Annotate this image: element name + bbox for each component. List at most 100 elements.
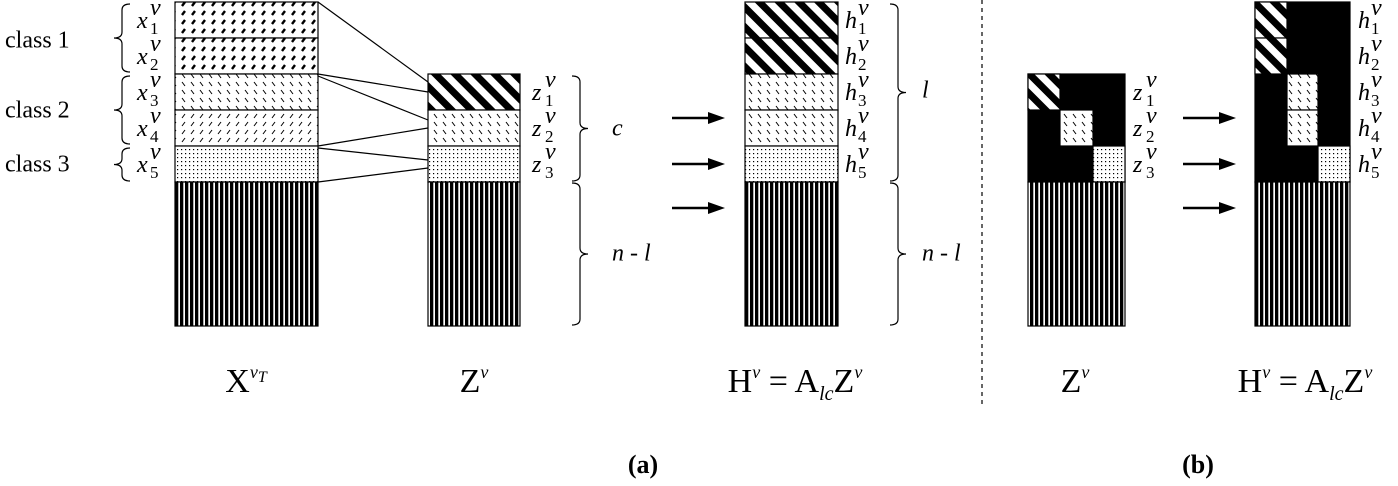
- caption-part: v: [752, 362, 760, 382]
- panel-label: (a): [628, 450, 658, 479]
- label-sub: 5: [1371, 163, 1380, 182]
- caption-part: v: [1262, 362, 1270, 382]
- brace: [113, 147, 131, 182]
- label-base: h: [1358, 116, 1370, 142]
- label-sub: 3: [1146, 163, 1155, 182]
- label-sub: 1: [545, 91, 554, 110]
- label-sup: v: [1146, 103, 1157, 129]
- caption: Hv = AlcZv: [728, 362, 863, 405]
- label-sup: v: [150, 103, 161, 129]
- label-sub: 2: [1146, 127, 1155, 146]
- label-sub: 1: [858, 19, 867, 38]
- label-base: z: [531, 80, 542, 106]
- label-base: h: [1358, 152, 1370, 178]
- label-base: z: [1132, 152, 1143, 178]
- label-sup: v: [858, 67, 869, 93]
- brace: [889, 182, 907, 326]
- label-sup: v: [1371, 139, 1382, 165]
- label-sub: 2: [858, 55, 867, 74]
- class-label: class 1: [5, 28, 70, 54]
- label-sup: v: [545, 67, 556, 93]
- caption-part: v: [480, 362, 488, 382]
- label-base: h: [845, 152, 857, 178]
- label-sup: v: [150, 67, 161, 93]
- label-sup: v: [1146, 139, 1157, 165]
- label-sub: 1: [150, 19, 159, 38]
- label-base: x: [136, 116, 148, 142]
- label-base: x: [136, 80, 148, 106]
- caption-part: Z: [1061, 363, 1082, 400]
- class-label: class 3: [5, 152, 70, 178]
- label-sup: v: [545, 139, 556, 165]
- label-sub: 4: [150, 127, 159, 146]
- panel-label: (b): [1182, 450, 1214, 479]
- label-sub: 2: [150, 55, 159, 74]
- label-base: h: [1358, 80, 1370, 106]
- label-sub: 3: [150, 91, 159, 110]
- caption: Zv: [460, 362, 489, 400]
- label-sup: v: [150, 0, 161, 21]
- label-sup: v: [150, 139, 161, 165]
- label-sup: v: [858, 139, 869, 165]
- label-sub: 3: [1371, 91, 1380, 110]
- label-sup: v: [1371, 103, 1382, 129]
- brace: [113, 75, 131, 145]
- caption-part: v: [1081, 362, 1089, 382]
- label-sup: v: [1371, 67, 1382, 93]
- label-sup: v: [1371, 0, 1382, 21]
- label-sup: v: [545, 103, 556, 129]
- brace: [113, 3, 131, 73]
- label-base: z: [531, 152, 542, 178]
- caption-part: H: [1238, 363, 1263, 400]
- brace-label: n - l: [922, 241, 961, 267]
- label-sup: v: [858, 103, 869, 129]
- label-base: x: [136, 44, 148, 70]
- label-base: h: [845, 80, 857, 106]
- label-sub: 1: [1146, 91, 1155, 110]
- label-sup: v: [858, 31, 869, 57]
- label-sup: v: [1371, 31, 1382, 57]
- caption-part: H: [728, 363, 753, 400]
- label-sup: v: [858, 0, 869, 21]
- caption-part: X: [225, 363, 250, 400]
- label-base: z: [531, 116, 542, 142]
- caption-part: = A: [760, 363, 819, 400]
- caption-part: lc: [819, 383, 834, 405]
- label-base: h: [1358, 44, 1370, 70]
- label-base: h: [845, 116, 857, 142]
- class-label: class 2: [5, 98, 70, 124]
- label-base: x: [136, 8, 148, 34]
- brace-label: n - l: [612, 241, 651, 267]
- label-sub: 4: [858, 127, 867, 146]
- caption-part: v: [250, 362, 258, 382]
- label-sup: v: [150, 31, 161, 57]
- label-base: x: [136, 152, 148, 178]
- label-base: h: [845, 8, 857, 34]
- caption-part: = A: [1270, 363, 1329, 400]
- caption-part: lc: [1329, 383, 1344, 405]
- label-sub: 2: [545, 127, 554, 146]
- label-sup: v: [1146, 67, 1157, 93]
- caption-part: Z: [460, 363, 481, 400]
- label-sub: 2: [1371, 55, 1380, 74]
- label-sub: 5: [858, 163, 867, 182]
- caption-part: v: [854, 362, 862, 382]
- caption: Zv: [1061, 362, 1090, 400]
- caption-part: Z: [834, 363, 855, 400]
- caption: Hv = AlcZv: [1238, 362, 1373, 405]
- brace-label: l: [922, 78, 929, 104]
- caption-part: Z: [1344, 363, 1365, 400]
- label-sub: 5: [150, 163, 159, 182]
- label-base: h: [845, 44, 857, 70]
- label-base: z: [1132, 80, 1143, 106]
- brace: [889, 3, 907, 182]
- brace-label: c: [612, 116, 623, 142]
- label-base: h: [1358, 8, 1370, 34]
- label-sub: 3: [858, 91, 867, 110]
- caption-part: v: [1364, 362, 1372, 382]
- brace: [571, 75, 589, 182]
- brace: [571, 182, 589, 326]
- label-base: z: [1132, 116, 1143, 142]
